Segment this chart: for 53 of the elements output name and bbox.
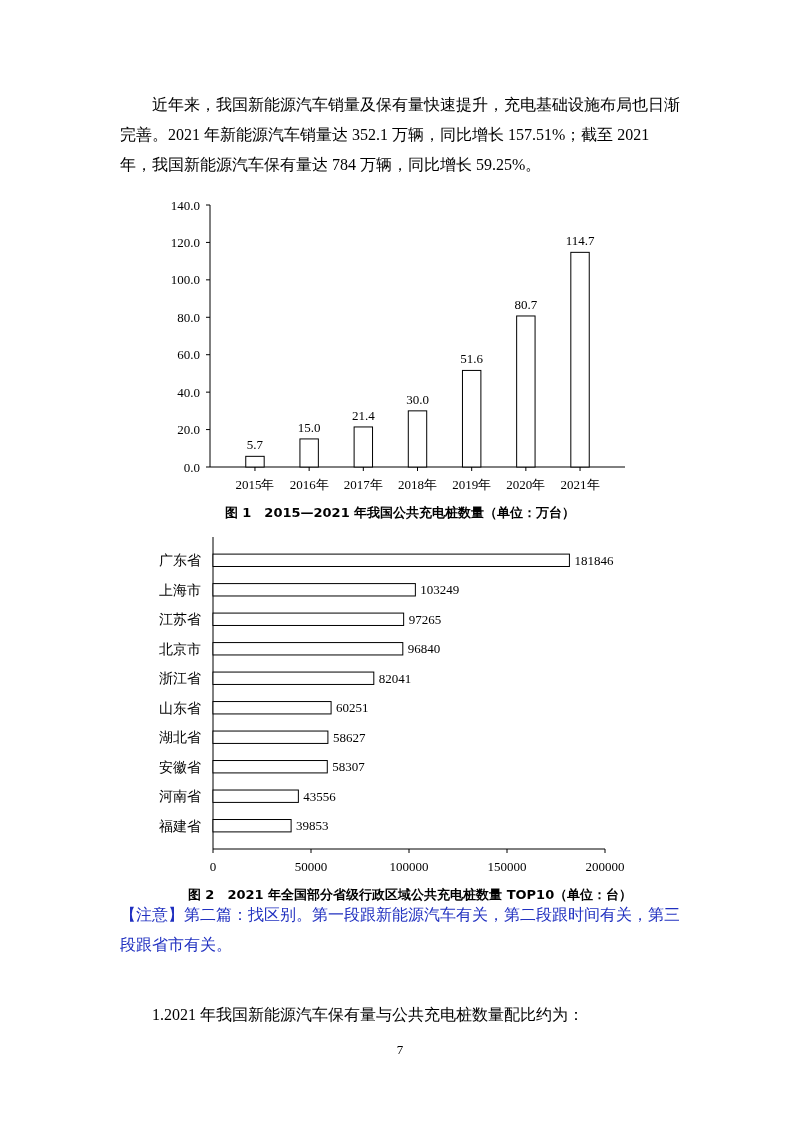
data-label: 21.4 xyxy=(351,407,376,423)
data-label: 80.7 xyxy=(514,296,538,312)
data-label: 103249 xyxy=(420,582,460,598)
text: 图 2 2021 年全国部分省级行政区域公共充电桩数量 TOP10（单位：台） xyxy=(187,887,633,902)
data-label: 5.7 xyxy=(246,437,264,453)
y-tick-label: 0.0 xyxy=(183,459,200,475)
data-label: 114.7 xyxy=(565,233,595,249)
y-tick-label: 120.0 xyxy=(170,234,200,250)
x-tick-label: 0 xyxy=(209,859,217,874)
text: 7 xyxy=(395,1041,405,1059)
y-tick-label: 140.0 xyxy=(170,197,200,213)
data-label: 96840 xyxy=(407,641,441,657)
data-label: 58307 xyxy=(332,759,366,775)
text: 【注意】第二篇：找区别。第一段跟新能源汽车有关，第二段跟时间有关，第三段跟省市有关。 xyxy=(120,906,680,953)
x-tick-label: 200000 xyxy=(585,859,625,874)
y-tick-label: 浙江省 xyxy=(159,671,201,687)
text: 图 1 2015—2021 年我国公共充电桩数量（单位：万台） xyxy=(224,505,576,520)
data-label: 43556 xyxy=(303,788,337,804)
x-tick-label: 50000 xyxy=(294,859,328,874)
y-tick-label: 上海市 xyxy=(159,582,201,598)
y-tick-label: 江苏省 xyxy=(159,612,201,628)
x-tick-label: 2016年 xyxy=(289,477,329,492)
y-tick-label: 80.0 xyxy=(177,309,200,325)
x-tick-label: 2020年 xyxy=(506,477,546,492)
text: 近年来，我国新能源汽车销量及保有量快速提升，充电基础设施布局也日渐完善。2021 年新能源汽车销量达 352.1 万辆，同比增长 157.51%；截至 2021 年，我国新能源汽车保有量达 784 万辆，同比增长 59.25%。 xyxy=(120,95,680,175)
text: 1.2021 年我国新能源汽车保有量与公共充电桩数量配比约为： xyxy=(151,1005,585,1025)
x-tick-label: 2019年 xyxy=(452,477,492,492)
y-tick-label: 广东省 xyxy=(159,553,201,569)
x-tick-label: 2018年 xyxy=(398,477,437,492)
data-label: 181846 xyxy=(574,552,614,568)
x-tick-label: 2015年 xyxy=(235,477,275,492)
data-label: 51.6 xyxy=(460,351,484,367)
y-tick-label: 20.0 xyxy=(177,422,200,438)
y-tick-label: 河南省 xyxy=(159,789,201,805)
x-tick-label: 150000 xyxy=(487,859,527,874)
y-tick-label: 北京市 xyxy=(159,641,201,657)
y-tick-label: 100.0 xyxy=(170,272,200,288)
data-label: 15.0 xyxy=(297,419,321,435)
y-tick-label: 湖北省 xyxy=(159,730,201,746)
x-tick-label: 2017年 xyxy=(343,477,383,492)
y-tick-label: 福建省 xyxy=(159,818,201,834)
x-tick-label: 2021年 xyxy=(560,477,600,492)
y-tick-label: 山东省 xyxy=(159,700,201,716)
data-label: 60251 xyxy=(336,700,369,716)
data-label: 30.0 xyxy=(406,391,429,407)
y-tick-label: 60.0 xyxy=(177,347,200,363)
x-tick-label: 100000 xyxy=(389,859,429,874)
data-label: 39853 xyxy=(296,818,329,834)
data-label: 82041 xyxy=(378,670,412,686)
data-label: 58627 xyxy=(332,729,366,745)
y-tick-label: 40.0 xyxy=(177,384,200,400)
data-label: 97265 xyxy=(408,611,442,627)
y-tick-label: 安徽省 xyxy=(159,759,201,775)
